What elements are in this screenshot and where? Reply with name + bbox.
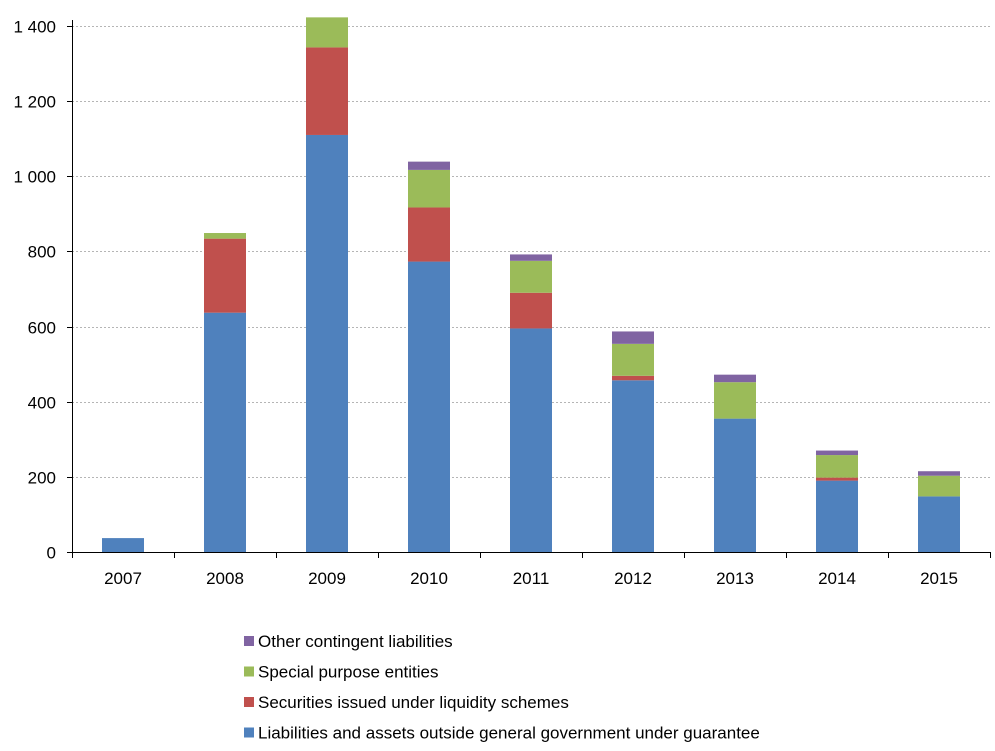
bar-2014-series-1 — [816, 477, 858, 481]
y-tick-label: 1 200 — [13, 93, 56, 112]
legend-swatch-0 — [244, 727, 254, 738]
y-tick-label: 400 — [28, 394, 56, 413]
bar-2013-series-3 — [714, 374, 756, 383]
legend-swatch-3 — [244, 636, 254, 646]
x-tick-label-2010: 2010 — [410, 569, 448, 588]
bar-2008-series-1 — [204, 238, 246, 313]
y-tick-label: 0 — [47, 544, 56, 563]
y-tick-label: 1 000 — [13, 168, 56, 187]
x-tick-label-2009: 2009 — [308, 569, 346, 588]
bar-2014-series-2 — [816, 455, 858, 478]
y-tick-label: 200 — [28, 469, 56, 488]
legend-label-0: Liabilities and assets outside general g… — [258, 724, 760, 743]
x-tick-label-2012: 2012 — [614, 569, 652, 588]
bar-2008-series-0 — [204, 312, 246, 552]
x-axis-ticks: 2007 2008 2009 2010 2011 2012 2013 2014 2015 — [72, 552, 991, 588]
axes — [72, 20, 990, 553]
legend-swatch-2 — [244, 666, 254, 677]
bar-2011-series-2 — [510, 260, 552, 293]
bar-2011-series-1 — [510, 292, 552, 329]
x-tick-label-2007: 2007 — [104, 569, 142, 588]
legend-label-1: Securities issued under liquidity scheme… — [258, 693, 569, 712]
bar-2009-series-2 — [306, 17, 348, 48]
x-tick-label-2015: 2015 — [920, 569, 958, 588]
legend: Other contingent liabilities Special purp… — [244, 632, 760, 743]
bar-2012-series-2 — [612, 343, 654, 376]
y-tick-label: 600 — [28, 319, 56, 338]
bar-2015-series-0 — [918, 496, 960, 552]
y-axis-ticks: 0 200 400 600 800 1 000 1 200 1 400 — [13, 18, 72, 563]
bar-2012-series-1 — [612, 375, 654, 381]
bar-2010-series-2 — [408, 169, 450, 208]
bar-2010-series-1 — [408, 207, 450, 262]
bar-2012-series-0 — [612, 380, 654, 552]
bar-2015-series-2 — [918, 475, 960, 497]
bar-2012-series-3 — [612, 331, 654, 344]
x-tick-label-2013: 2013 — [716, 569, 754, 588]
bar-2013-series-0 — [714, 418, 756, 552]
bar-2011-series-3 — [510, 254, 552, 261]
legend-label-2: Special purpose entities — [258, 663, 439, 682]
x-tick-label-2011: 2011 — [513, 569, 550, 588]
bar-2009-series-1 — [306, 47, 348, 135]
legend-swatch-1 — [244, 697, 254, 707]
bar-2010-series-0 — [408, 261, 450, 552]
x-tick-label-2014: 2014 — [818, 569, 856, 588]
bar-2010-series-3 — [408, 161, 450, 170]
bar-2014-series-0 — [816, 480, 858, 552]
bar-2015-series-3 — [918, 471, 960, 476]
legend-label-3: Other contingent liabilities — [258, 632, 453, 651]
y-tick-label: 800 — [28, 243, 56, 262]
bar-2014-series-3 — [816, 450, 858, 456]
bar-2008-series-2 — [204, 233, 246, 239]
bar-2013-series-2 — [714, 382, 756, 419]
bars — [102, 17, 960, 552]
y-tick-label: 1 400 — [13, 18, 56, 37]
bar-2011-series-0 — [510, 328, 552, 552]
bar-2007-series-0 — [102, 538, 144, 552]
bar-2009-series-0 — [306, 134, 348, 552]
x-tick-label-2008: 2008 — [206, 569, 244, 588]
